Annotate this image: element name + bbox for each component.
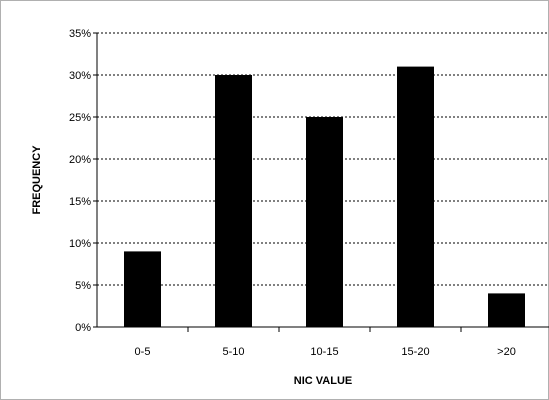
bar (488, 293, 525, 327)
bar (124, 251, 161, 327)
y-tick-label: 10% (69, 238, 91, 250)
bar (397, 66, 434, 327)
y-axis-title: FREQUENCY (31, 145, 43, 215)
y-tick-label: 15% (69, 196, 91, 208)
bars (124, 66, 525, 327)
x-tick-label: 0-5 (135, 346, 151, 358)
x-axis-title: NIC VALUE (294, 375, 352, 387)
y-tick-label: 35% (69, 28, 91, 40)
x-tick-label: 15-20 (401, 346, 429, 358)
bar (215, 75, 252, 327)
y-tick-label: 30% (69, 70, 91, 82)
y-tick-label: 25% (69, 112, 91, 124)
y-axis-ticks: 0% 5% 10% 15% 20% 25% 30% 35% (69, 28, 97, 334)
y-tick-label: 20% (69, 154, 91, 166)
x-tick-label: 5-10 (222, 346, 244, 358)
x-axis-ticks: 0-5 5-10 10-15 15-20 >20 (135, 327, 516, 358)
x-tick-label: >20 (497, 346, 516, 358)
x-tick-label: 10-15 (310, 346, 338, 358)
bar (306, 117, 343, 327)
y-tick-label: 0% (75, 322, 91, 334)
y-tick-label: 5% (75, 280, 91, 292)
